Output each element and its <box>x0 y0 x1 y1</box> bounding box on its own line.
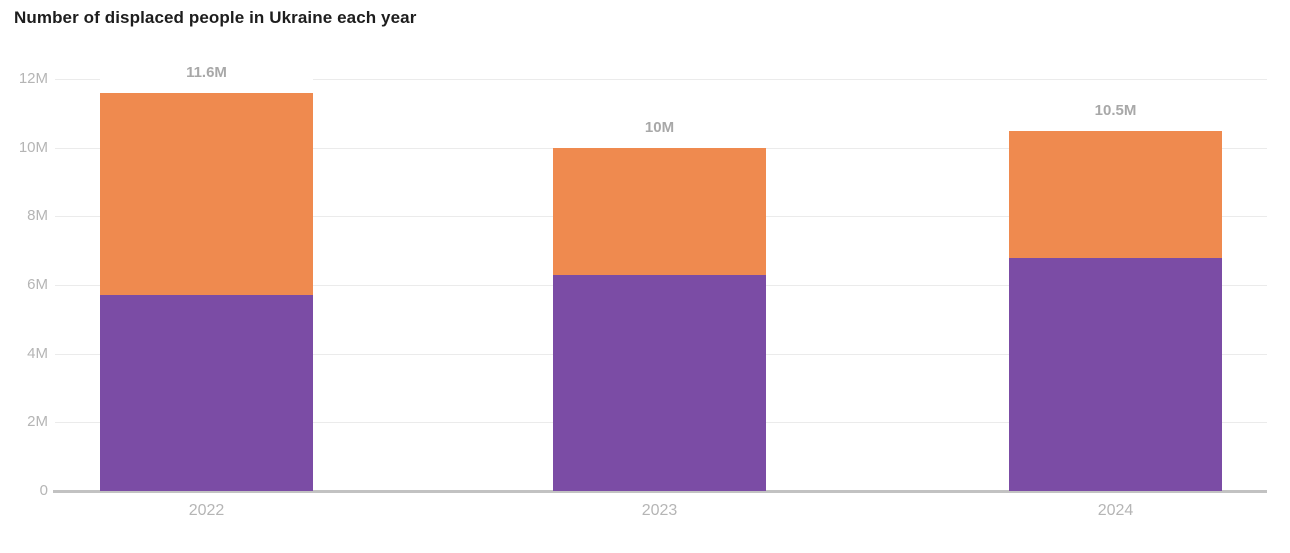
y-axis-tick-label: 4M <box>27 344 48 362</box>
y-axis-tick-label: 10M <box>18 138 48 156</box>
bar-total-label: 11.6M <box>100 63 313 82</box>
y-axis-tick-label: 12M <box>18 70 48 87</box>
y-axis-tick-label: 6M <box>27 276 48 293</box>
x-axis-category-label: 2022 <box>188 502 225 519</box>
bar-segment-purple-2023 <box>553 274 766 491</box>
bar-segment-purple-2024 <box>1009 257 1222 491</box>
bar-total-label: 10M <box>553 118 766 137</box>
bar-total-label: 10.5M <box>1009 101 1222 120</box>
y-axis-tick-label: 2M <box>27 413 48 431</box>
bar-segment-purple-2022 <box>100 295 313 491</box>
y-axis-tick-label: 0 <box>39 482 48 499</box>
y-axis-tick-label: 8M <box>27 207 48 225</box>
chart-title: Number of displaced people in Ukraine ea… <box>14 8 417 27</box>
bar-segment-orange-2022 <box>100 92 313 296</box>
x-axis-category-label: 2024 <box>1097 502 1134 519</box>
x-axis-baseline <box>53 490 1267 493</box>
bar-segment-orange-2023 <box>553 147 766 275</box>
bar-segment-orange-2024 <box>1009 130 1222 258</box>
x-axis-category-label: 2023 <box>641 502 678 519</box>
gridline <box>55 79 1267 80</box>
